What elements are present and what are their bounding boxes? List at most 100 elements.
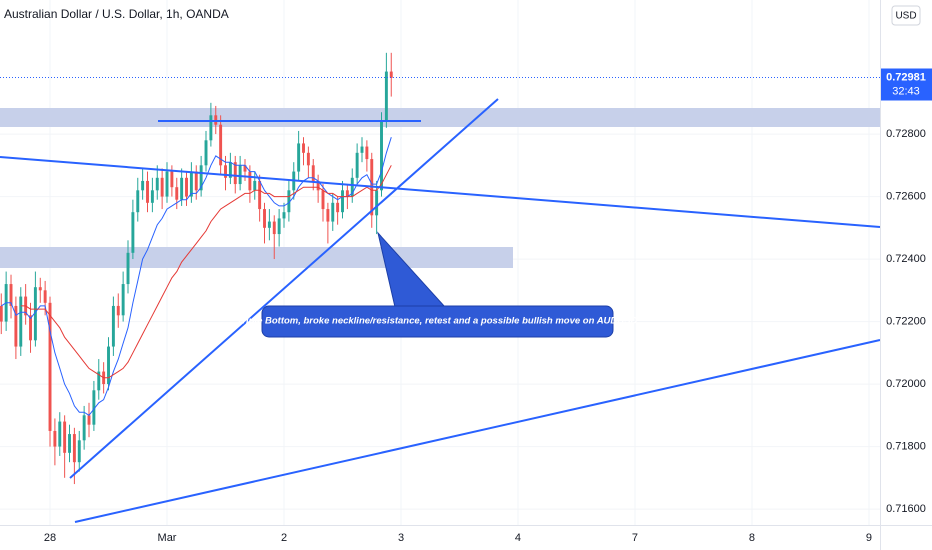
candle-body	[175, 187, 179, 200]
candle-body	[389, 71, 393, 78]
indicator-line	[1, 137, 392, 416]
candle-body	[87, 415, 91, 425]
currency-button[interactable]	[891, 5, 921, 26]
candle-body	[204, 140, 208, 166]
candle-body	[48, 302, 52, 431]
candle-body	[194, 171, 198, 191]
candle-body	[43, 290, 47, 303]
candle-body	[243, 165, 247, 172]
plot	[0, 52, 880, 485]
last-price: 0.72981	[886, 71, 926, 83]
candle-body	[97, 371, 101, 391]
candle-body	[306, 152, 310, 166]
y-tick-label: 0.72200	[886, 315, 926, 327]
candle-body	[263, 209, 266, 228]
y-tick-label: 0.72400	[886, 253, 926, 265]
candle-body	[258, 180, 262, 210]
candle-body	[189, 171, 193, 197]
price-label	[881, 68, 932, 101]
support-zone	[0, 247, 513, 268]
x-tick-label: 3	[398, 532, 404, 544]
y-tick-label: 0.71600	[886, 503, 926, 515]
x-tick-label: 28	[44, 532, 56, 544]
candle-body	[345, 190, 349, 197]
candle-body	[336, 202, 340, 213]
candle-body	[116, 305, 120, 316]
candle-body	[321, 190, 325, 210]
candle-body	[150, 190, 154, 203]
x-tick-label: 4	[515, 532, 521, 544]
candle-body	[267, 221, 271, 228]
candle-body	[209, 115, 213, 141]
candle-body	[272, 221, 276, 235]
candle-body	[228, 162, 232, 178]
candle-body	[311, 165, 315, 181]
y-tick-label: 0.72800	[886, 128, 926, 140]
candle-body	[224, 165, 227, 178]
candle-body	[136, 190, 140, 213]
trend-line	[74, 339, 881, 523]
candle-body	[9, 284, 13, 306]
candle-body	[165, 171, 169, 197]
annotation: Triple Bottom, broke neckline/resistance…	[237, 316, 638, 327]
callout	[261, 305, 614, 338]
candle-body	[219, 124, 223, 166]
countdown: 32:43	[892, 85, 920, 97]
candle-body	[0, 305, 3, 322]
candle-body	[287, 190, 291, 213]
candle-body	[72, 434, 76, 463]
x-tick-label: 9	[866, 532, 872, 544]
indicator-line	[20, 165, 392, 379]
candle-body	[29, 315, 32, 341]
candle-body	[121, 284, 125, 316]
candle-body	[360, 146, 364, 153]
candle-body	[326, 209, 330, 222]
candle-body	[170, 171, 174, 188]
candle-body	[350, 177, 354, 197]
candle-body	[297, 143, 301, 172]
candle-body	[375, 190, 379, 216]
chart-title: Australian Dollar / U.S. Dollar, 1h, OAN…	[4, 7, 229, 21]
candle-body	[160, 177, 164, 197]
candle-body	[77, 440, 81, 463]
candle-body	[68, 434, 71, 453]
candle-body	[238, 165, 242, 185]
candle-body	[126, 252, 130, 285]
candle-body	[92, 390, 96, 425]
candle-body	[14, 305, 18, 347]
trend-line	[69, 98, 499, 479]
y-tick-label: 0.72000	[886, 378, 926, 390]
candle-body	[199, 165, 203, 191]
candle-body	[282, 212, 286, 219]
y-tick-label: 0.72600	[886, 190, 926, 202]
candle-body	[107, 346, 110, 385]
candle-body	[82, 415, 86, 441]
candle-body	[63, 421, 67, 453]
candle-body	[365, 146, 369, 160]
resistance-zone	[0, 108, 880, 127]
candle-body	[185, 177, 188, 197]
axis: 0.71600 0.71800 0.72000 0.72200 0.72400 0.726…	[44, 68, 932, 544]
currency[interactable]: USD	[895, 11, 916, 22]
candle-body	[155, 177, 159, 191]
candle-body	[111, 305, 115, 347]
candle-body	[316, 180, 320, 191]
candle-body	[253, 180, 257, 191]
candle-body	[341, 190, 344, 213]
candle-body	[248, 171, 252, 191]
y-tick-label: 0.71800	[886, 440, 926, 452]
candle-body	[141, 180, 145, 191]
candle-body	[384, 71, 388, 122]
candle-body	[146, 180, 149, 203]
candle-body	[277, 218, 281, 235]
trend-line	[0, 156, 881, 228]
x-tick-label: Mar	[158, 532, 177, 544]
x-tick-label: 2	[281, 532, 287, 544]
candle-body	[180, 177, 184, 200]
x-tick-label: 8	[749, 532, 755, 544]
candle-body	[53, 430, 57, 447]
candle-body	[131, 212, 135, 253]
candle-body	[19, 296, 23, 347]
